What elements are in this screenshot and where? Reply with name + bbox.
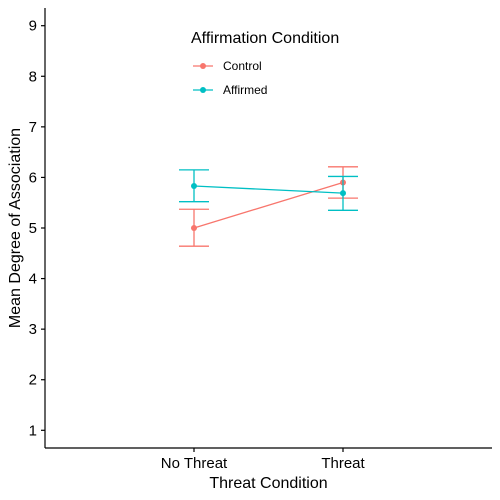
y-axis-title: Mean Degree of Association: [7, 128, 24, 328]
y-tick-label: 8: [29, 68, 37, 85]
legend: Affirmation Condition Control Affirmed: [191, 30, 339, 97]
legend-label: Affirmed: [223, 83, 267, 97]
y-axis-ticks: 1 2 3 4 5 6 7 8 9: [29, 18, 45, 439]
axes: [44, 8, 492, 449]
series-affirmed: [179, 169, 358, 211]
series-layer: [179, 166, 358, 247]
legend-item-affirmed: Affirmed: [193, 83, 267, 97]
y-tick-label: 1: [29, 422, 37, 439]
y-tick-label: 3: [29, 321, 37, 338]
series-control: [179, 166, 358, 247]
y-tick-label: 2: [29, 372, 37, 389]
series-line-control: [193, 181, 344, 229]
x-axis-ticks: No Threat Threat: [161, 448, 366, 472]
x-tick-label: Threat: [321, 455, 365, 472]
y-tick-label: 7: [29, 119, 37, 136]
legend-key-point: [200, 87, 206, 93]
legend-items: Control Affirmed: [193, 59, 267, 97]
legend-item-control: Control: [193, 59, 262, 73]
x-axis-title: Threat Condition: [209, 475, 327, 492]
series-line-affirmed: [193, 185, 344, 194]
data-point-affirmed: [191, 183, 197, 190]
y-tick-label: 6: [29, 169, 37, 186]
legend-title: Affirmation Condition: [191, 30, 339, 47]
legend-key-point: [200, 63, 206, 69]
legend-label: Control: [223, 59, 262, 73]
x-tick-label: No Threat: [161, 455, 228, 472]
data-point-affirmed: [340, 190, 346, 197]
y-tick-label: 9: [29, 18, 37, 35]
y-tick-label: 5: [29, 220, 37, 237]
y-tick-label: 4: [29, 271, 37, 288]
data-point-control: [191, 225, 197, 231]
